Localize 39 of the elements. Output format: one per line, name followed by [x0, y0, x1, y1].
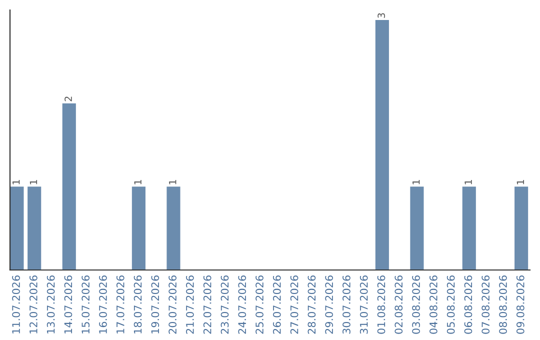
x-tick-label: 21.07.2026 — [186, 276, 194, 334]
x-tick-label: 06.08.2026 — [464, 276, 472, 334]
x-tick-label: 07.08.2026 — [482, 276, 490, 334]
data-label: 1 — [169, 180, 176, 184]
x-tick-label: 24.07.2026 — [238, 276, 246, 334]
x-tick-label: 03.08.2026 — [412, 276, 420, 334]
x-tick-label: 08.08.2026 — [499, 276, 507, 334]
x-tick-label: 25.07.2026 — [256, 276, 264, 334]
x-tick-label: 04.08.2026 — [429, 276, 438, 334]
x-tick-label: 26.07.2026 — [272, 276, 281, 334]
data-label: 1 — [12, 180, 20, 184]
x-tick-label: 20.07.2026 — [168, 276, 176, 334]
data-label: 3 — [378, 13, 385, 18]
x-tick-label: 11.07.2026 — [12, 276, 20, 334]
x-tick-label: 23.07.2026 — [220, 276, 229, 334]
x-tick-label: 28.07.2026 — [308, 276, 316, 334]
x-tick-label: 31.07.2026 — [360, 276, 368, 334]
x-tick-label: 12.07.2026 — [29, 276, 38, 334]
data-label: 1 — [516, 180, 524, 184]
x-tick-label: 19.07.2026 — [151, 276, 160, 334]
data-label: 1 — [30, 180, 38, 184]
data-label: 1 — [412, 180, 420, 184]
x-tick-label: 09.08.2026 — [516, 276, 524, 334]
x-tick-label: 02.08.2026 — [394, 276, 403, 334]
data-label: 1 — [464, 180, 472, 184]
x-tick-label: 14.07.2026 — [64, 276, 72, 334]
x-tick-label: 22.07.2026 — [203, 276, 212, 334]
x-tick-label: 30.07.2026 — [342, 276, 350, 334]
x-tick-label: 16.07.2026 — [99, 276, 107, 334]
data-label: 2 — [64, 96, 72, 102]
x-tick-label: 15.07.2026 — [82, 276, 90, 334]
data-label: 1 — [134, 180, 142, 184]
x-tick-label: 18.07.2026 — [134, 276, 142, 334]
x-tick-label: 13.07.2026 — [46, 276, 55, 334]
x-tick-label: 01.08.2026 — [377, 276, 386, 334]
x-tick-label: 29.07.2026 — [325, 276, 334, 334]
x-tick-label: 05.08.2026 — [446, 276, 455, 334]
x-tick-label: 17.07.2026 — [116, 276, 124, 334]
x-tick-label: 27.07.2026 — [290, 276, 298, 334]
